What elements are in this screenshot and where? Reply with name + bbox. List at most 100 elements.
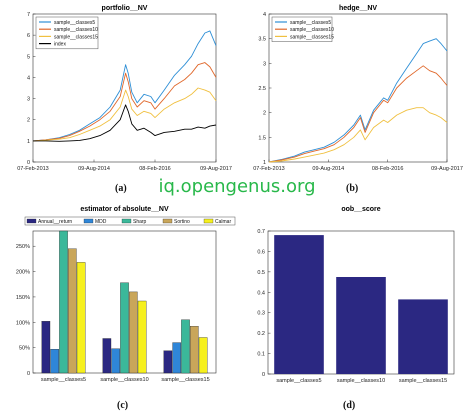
legend-label: sample__classes10: [54, 27, 98, 33]
y-tick-label: 0.7: [257, 229, 265, 235]
y-tick-label: 0.5: [257, 270, 265, 276]
y-tick-label: 0.1: [257, 352, 265, 358]
y-tick-label: 2: [263, 111, 266, 117]
chart-a-svg: portfolio__NV 0 1 2 3 4 5 6 7 07-Feb-2013 09-Aug-2…: [17, 5, 232, 172]
y-tick-label: 5: [27, 54, 30, 60]
x-tick-label: sample__classes5: [276, 378, 321, 384]
bar-Sortino-sample__classes15: [190, 326, 199, 374]
y-tick-label: 3: [27, 97, 30, 103]
y-tick-label: 0.6: [257, 249, 265, 255]
chart-b: hedge__NV 1 1.5 2 2.5 3 3.5 4 07-Feb-2013 09-Aug-…: [237, 0, 474, 200]
bar-Annual__return-sample__classes10: [102, 338, 112, 374]
legend-label: Sharp: [133, 219, 147, 225]
bar-Sharp-sample__classes15: [181, 319, 190, 374]
y-tick-label: 1.5: [258, 135, 266, 141]
x-tick-label: 07-Feb-2013: [253, 166, 285, 172]
caption-d: (d): [343, 400, 356, 411]
x-tick-label: 09-Aug-2014: [78, 166, 110, 172]
y-tick-label: 1: [27, 139, 30, 145]
series-line-sample__classes15: [32, 87, 217, 142]
bar-Sortino-sample__classes5: [68, 248, 77, 374]
bar-Sharp-sample__classes5: [59, 230, 68, 374]
legend-swatch: [83, 218, 94, 224]
legend-label: sample__classes5: [54, 20, 95, 26]
y-tick-label: 200%: [16, 270, 30, 276]
chart-a: portfolio__NV 0 1 2 3 4 5 6 7 07-Feb-2013 09-Aug-2…: [0, 0, 237, 200]
bar-Calmar-sample__classes10: [137, 300, 147, 374]
legend-swatch: [121, 218, 132, 224]
x-tick-label: 09-Aug-2017: [431, 166, 463, 172]
y-tick-label: 100%: [16, 320, 30, 326]
chart-title: oob__score: [341, 206, 380, 213]
watermark-text: iq.opengenus.org: [158, 176, 316, 197]
plot-frame: [32, 13, 217, 163]
bar-Calmar-sample__classes5: [76, 262, 86, 374]
bar-Annual__return-sample__classes15: [163, 350, 173, 374]
bar-sample__classes15: [398, 299, 448, 374]
y-tick-label: 150%: [16, 295, 30, 301]
y-tick-label: 4: [27, 75, 30, 81]
y-tick-label: 3.5: [258, 37, 266, 43]
series-line-sample__classes10: [32, 62, 217, 142]
legend-label: sample__classes10: [290, 27, 334, 33]
y-tick-label: 7: [27, 12, 30, 18]
chart-b-svg: hedge__NV 1 1.5 2 2.5 3 3.5 4 07-Feb-2013 09-Aug-…: [253, 5, 463, 172]
chart-d: oob__score 0 0.1 0.2 0.3 0.4 0.5 0.6 0.7 sample__…: [237, 206, 474, 413]
legend-swatch: [26, 218, 37, 224]
y-tick-label: 0.2: [257, 331, 265, 337]
x-tick-label: 08-Feb-2016: [139, 166, 171, 172]
series-line-sample__classes5: [32, 30, 217, 142]
series-line-index: [33, 104, 217, 142]
legend-label: MDD: [95, 219, 107, 225]
x-tick-label: sample__classes10: [337, 378, 385, 384]
series-line-sample__classes10: [268, 65, 448, 163]
caption-b: (b): [346, 183, 359, 194]
y-tick-label: 6: [27, 33, 30, 39]
legend-label: sample__classes5: [290, 20, 331, 26]
x-tick-label: sample__classes15: [399, 378, 447, 384]
y-tick-label: 4: [263, 12, 266, 18]
x-tick-label: 07-Feb-2013: [17, 166, 49, 172]
legend-label: Annual__return: [38, 219, 72, 225]
x-tick-label: 09-Aug-2014: [312, 166, 344, 172]
y-tick-label: 0.3: [257, 311, 265, 317]
legend-label: sample__classes15: [290, 34, 334, 40]
bar-Annual__return-sample__classes5: [41, 321, 51, 374]
y-tick-label: 50%: [19, 346, 30, 352]
x-tick-label: 09-Aug-2017: [200, 166, 232, 172]
y-tick-label: 2: [27, 118, 30, 124]
x-tick-label: sample__classes15: [161, 377, 209, 383]
bar-Sharp-sample__classes10: [120, 282, 129, 374]
chart-c-svg: estimator of absolute__NV 0 50% 100% 150% 200…: [16, 206, 236, 383]
y-tick-label: 1: [263, 160, 266, 166]
y-tick-label: 250%: [16, 244, 30, 250]
series-line-sample__classes5: [268, 38, 448, 163]
y-tick-label: 2.5: [258, 86, 266, 92]
y-tick-label: 0.4: [257, 290, 265, 296]
y-tick-label: 0: [262, 372, 265, 378]
bar-sample__classes10: [336, 277, 386, 374]
legend-label: index: [54, 42, 66, 48]
bar-Sortino-sample__classes10: [129, 291, 138, 374]
y-tick-label: 0: [27, 371, 30, 377]
y-tick-label: 0: [27, 160, 30, 166]
legend-label: Sortino: [174, 219, 190, 225]
chart-c: estimator of absolute__NV 0 50% 100% 150% 200…: [0, 206, 237, 413]
bar-sample__classes5: [274, 235, 324, 374]
x-tick-label: 08-Feb-2016: [372, 166, 404, 172]
x-tick-label: sample__classes10: [100, 377, 148, 383]
chart-title: portfolio__NV: [102, 5, 148, 12]
chart-title: hedge__NV: [339, 5, 377, 12]
x-tick-label: sample__classes5: [41, 377, 86, 383]
legend-swatch: [162, 218, 173, 224]
series-line-sample__classes15: [268, 107, 448, 163]
bar-MDD-sample__classes5: [50, 349, 59, 374]
legend-label: Calmar: [215, 219, 231, 225]
bar-Calmar-sample__classes15: [198, 337, 208, 374]
chart-title: estimator of absolute__NV: [80, 206, 169, 213]
y-tick-label: 3: [263, 61, 266, 67]
caption-a: (a): [115, 183, 127, 194]
bar-MDD-sample__classes15: [172, 342, 181, 374]
chart-d-svg: oob__score 0 0.1 0.2 0.3 0.4 0.5 0.6 0.7 sample__…: [257, 206, 455, 384]
legend-swatch: [203, 218, 214, 224]
